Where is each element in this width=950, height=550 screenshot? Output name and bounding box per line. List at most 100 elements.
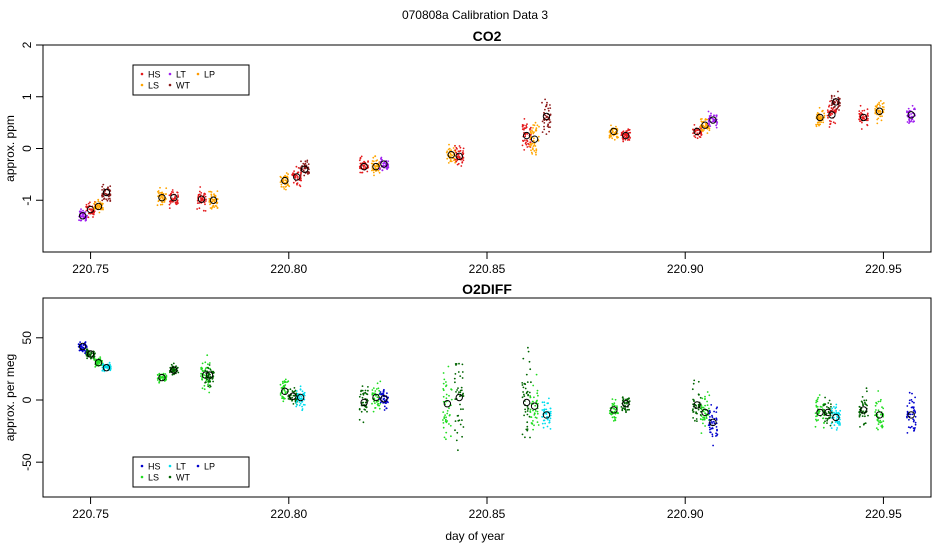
- co2-legend-box: [132, 64, 250, 96]
- co2-data-point: [858, 110, 861, 112]
- co2-data-point: [85, 219, 87, 222]
- o2diff-data-point: [864, 401, 866, 404]
- o2diff-data-point: [458, 419, 461, 422]
- co2-data-point: [708, 127, 711, 130]
- o2diff-data-point: [912, 427, 915, 430]
- co2-data-point: [457, 154, 460, 156]
- co2-data-point: [866, 108, 869, 111]
- co2-data-point: [859, 104, 862, 107]
- o2diff-data-point: [300, 395, 303, 397]
- co2-data-point: [78, 210, 81, 213]
- o2diff-data-point: [279, 394, 282, 396]
- o2diff-data-point: [543, 401, 546, 404]
- co2-data-point: [214, 198, 216, 201]
- co2-data-point: [705, 118, 708, 121]
- co2-data-point: [694, 136, 697, 139]
- o2diff-data-point: [446, 420, 449, 422]
- o2diff-x-tick-label: 220.85: [469, 507, 506, 521]
- o2diff-data-point: [613, 417, 616, 419]
- co2-data-point: [101, 202, 103, 205]
- co2-data-point: [458, 150, 461, 153]
- o2diff-data-point: [528, 415, 531, 418]
- o2diff-data-point: [626, 408, 629, 411]
- co2-data-point: [610, 134, 612, 137]
- co2-group-mean-marker: [293, 173, 301, 181]
- o2diff-data-point: [909, 426, 912, 429]
- co2-data-point: [823, 112, 825, 115]
- o2diff-data-point: [454, 429, 456, 432]
- o2diff-data-point: [837, 416, 839, 419]
- co2-data-point: [82, 215, 85, 218]
- o2diff-data-point: [375, 388, 378, 390]
- co2-data-point: [384, 164, 387, 167]
- o2diff-data-point: [208, 381, 211, 383]
- co2-data-point: [906, 110, 908, 112]
- o2diff-data-point: [879, 419, 882, 422]
- o2diff-data-point: [445, 393, 448, 396]
- o2diff-data-point: [358, 408, 361, 411]
- o2diff-data-point: [379, 391, 382, 393]
- co2-y-tick-label: 1: [20, 93, 34, 100]
- co2-data-point: [92, 216, 94, 218]
- o2diff-data-point: [524, 436, 526, 439]
- o2diff-data-point: [456, 389, 458, 391]
- o2diff-data-point: [526, 421, 529, 424]
- co2-group-mean-marker: [522, 131, 531, 140]
- o2diff-data-point: [907, 426, 910, 428]
- o2diff-data-point: [713, 410, 715, 413]
- co2-data-point: [549, 104, 551, 106]
- co2-data-point: [913, 120, 915, 123]
- co2-data-point: [819, 116, 821, 119]
- o2diff-data-point: [529, 368, 532, 371]
- co2-data-point: [292, 181, 295, 184]
- o2diff-data-point: [282, 397, 285, 399]
- o2diff-data-point: [528, 391, 531, 394]
- co2-data-point: [98, 211, 101, 214]
- co2-data-point: [834, 101, 837, 104]
- o2diff-data-point: [614, 418, 616, 421]
- co2-data-point: [85, 206, 88, 208]
- o2diff-data-point: [299, 385, 302, 388]
- co2-group-mean-marker: [828, 111, 836, 119]
- co2-data-point: [359, 156, 362, 159]
- o2diff-data-point: [913, 409, 916, 411]
- o2diff-data-point: [526, 381, 529, 383]
- o2diff-data-point: [379, 402, 382, 405]
- o2diff-data-point: [819, 405, 822, 408]
- co2-legend-label: LP: [204, 70, 215, 80]
- o2diff-data-point: [701, 397, 704, 400]
- co2-x-tick-label: 220.75: [72, 262, 109, 276]
- o2diff-data-point: [622, 398, 625, 401]
- co2-data-point: [283, 188, 286, 190]
- co2-data-point: [837, 96, 840, 99]
- o2diff-group-mean-marker: [622, 400, 630, 408]
- o2diff-data-point: [445, 438, 447, 441]
- o2diff-data-point: [361, 385, 364, 387]
- o2diff-data-point: [298, 401, 301, 403]
- o2diff-data-point: [161, 375, 164, 378]
- co2-data-point: [879, 115, 882, 118]
- o2diff-data-point: [824, 420, 826, 423]
- co2-data-point: [299, 167, 302, 170]
- o2diff-data-point: [459, 423, 462, 426]
- co2-data-point: [820, 121, 823, 123]
- o2diff-data-point: [548, 419, 551, 422]
- co2-data-point: [705, 124, 707, 127]
- co2-x-tick-label: 220.90: [667, 262, 704, 276]
- o2diff-data-point: [702, 422, 704, 425]
- o2diff-data-point: [170, 363, 173, 366]
- o2diff-data-point: [371, 402, 373, 405]
- o2diff-data-point: [611, 398, 614, 400]
- o2diff-data-point: [815, 399, 818, 402]
- o2diff-data-point: [833, 406, 835, 408]
- co2-data-point: [526, 146, 529, 148]
- o2diff-data-point: [287, 394, 290, 397]
- co2-data-point: [379, 167, 381, 170]
- o2diff-data-point: [835, 411, 838, 414]
- co2-data-point: [547, 109, 550, 112]
- co2-data-point: [547, 107, 550, 110]
- o2diff-legend-marker: [168, 464, 172, 468]
- co2-data-point: [817, 115, 820, 117]
- o2diff-data-point: [454, 373, 457, 375]
